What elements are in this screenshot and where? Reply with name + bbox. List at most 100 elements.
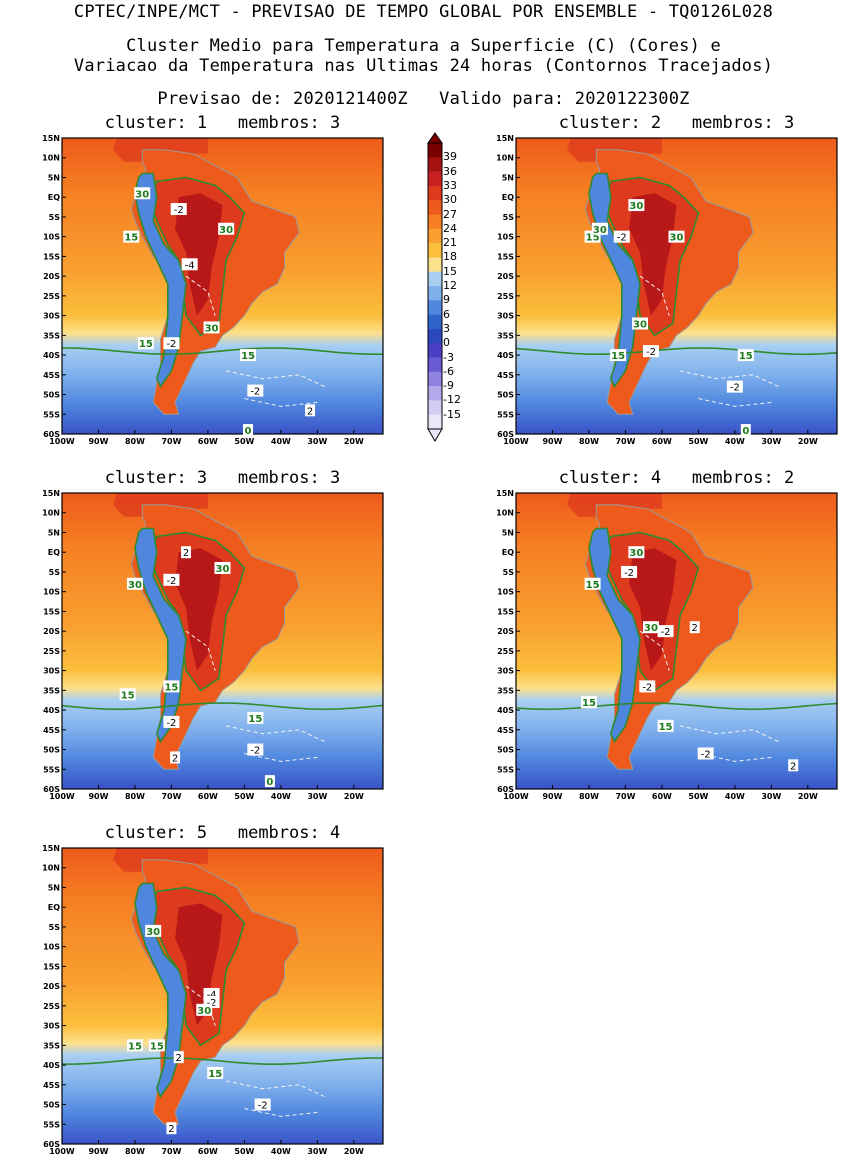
contour-label: 15: [164, 682, 178, 693]
contour-label: -2: [166, 339, 176, 350]
lat-label: 25S: [43, 292, 60, 301]
map-frame: [61, 847, 384, 1145]
contour-label-box: [170, 751, 181, 764]
contour-label: -2: [166, 576, 176, 587]
variation-contour: [244, 398, 318, 407]
lon-label: 80W: [125, 792, 145, 801]
contour-label-box: [657, 625, 674, 638]
contour-label: 0: [245, 426, 252, 437]
lon-label: 50W: [688, 437, 708, 446]
lat-label: 35S: [43, 331, 60, 340]
lat-label: 5N: [48, 883, 60, 892]
lat-label: 60S: [43, 430, 60, 439]
lat-label: 50S: [43, 391, 60, 400]
lat-label: 55S: [43, 1120, 60, 1129]
variation-contour: [698, 398, 772, 407]
colorbar-label: -6: [443, 364, 454, 378]
lat-label: 35S: [43, 686, 60, 695]
contour-label-box: [163, 680, 180, 693]
lon-label: 20W: [344, 792, 364, 801]
lat-label: 35S: [43, 1041, 60, 1050]
contour-label: -4: [207, 990, 217, 1001]
contour-label-box: [145, 924, 162, 937]
contour-label: -2: [646, 347, 656, 358]
lat-label: 55S: [497, 410, 514, 419]
subtitle-line-1: Cluster Medio para Temperatura a Superfi…: [126, 36, 721, 56]
lat-label: 20S: [497, 627, 514, 636]
variation-contour: [244, 1108, 318, 1117]
lat-label: 60S: [497, 430, 514, 439]
contour-label: 15: [150, 1041, 164, 1052]
lon-label: 90W: [88, 1147, 108, 1156]
contour-label-box: [613, 230, 630, 243]
lat-label: 50S: [43, 1101, 60, 1110]
lat-label: 40S: [43, 351, 60, 360]
lat-label: 10S: [43, 233, 60, 242]
subtitle-line-2: Variacao da Temperatura nas Ultimas 24 h…: [73, 56, 774, 76]
lon-label: 80W: [125, 437, 145, 446]
contour-label-box: [610, 349, 627, 362]
contour-label: 30: [197, 1006, 211, 1017]
contour-15: [515, 702, 838, 711]
colorbar-segment: [428, 143, 442, 158]
lon-label: 20W: [798, 792, 818, 801]
contour-label-box: [173, 1051, 184, 1064]
colorbar-label: 36: [443, 164, 457, 178]
lat-label: 5S: [49, 213, 61, 222]
lat-label: 45S: [497, 726, 514, 735]
contour-label-box: [126, 1039, 143, 1052]
lon-label: 30W: [307, 1147, 327, 1156]
lat-label: 30S: [497, 312, 514, 321]
contour-label-box: [170, 203, 187, 216]
lat-label: 15N: [42, 844, 60, 853]
contour-label-box: [305, 404, 316, 417]
contour-label-box: [181, 258, 198, 271]
lat-label: 50S: [497, 746, 514, 755]
lat-label: 45S: [43, 371, 60, 380]
lon-label: 100W: [49, 1147, 75, 1156]
colorbar-label: 30: [443, 193, 457, 207]
contour-label-box: [628, 546, 645, 559]
colorbar-segment: [428, 171, 442, 187]
lat-label: 30S: [43, 312, 60, 321]
contour-label-box: [126, 577, 143, 590]
colorbar-segment: [428, 185, 442, 201]
colorbar-label: 3: [443, 321, 450, 335]
contour-label-box: [689, 621, 700, 634]
contour-label-box: [639, 680, 656, 693]
colorbar-segment: [428, 228, 442, 244]
lat-label: 15S: [497, 252, 514, 261]
lon-label: 100W: [49, 792, 75, 801]
lat-label: 25S: [43, 1002, 60, 1011]
lon-label: 30W: [761, 437, 781, 446]
lon-label: 20W: [798, 437, 818, 446]
lon-label: 40W: [271, 792, 291, 801]
contour-label: 30: [644, 623, 658, 634]
lat-label: 55S: [43, 410, 60, 419]
lat-label: EQ: [502, 548, 514, 557]
contour-30: [148, 886, 246, 1047]
contour-label: 30: [593, 225, 607, 236]
lat-label: 25S: [497, 647, 514, 656]
forecast-valid-line: Previsao de: 2020121400Z Valido para: 20…: [157, 89, 690, 109]
colorbar-segment: [428, 286, 442, 301]
contour-label-box: [591, 222, 608, 235]
colorbar-segment: [428, 214, 442, 230]
colorbar-label: 21: [443, 236, 457, 250]
colorbar-label: 12: [443, 279, 457, 292]
lat-label: 30S: [43, 1022, 60, 1031]
lat-label: 55S: [497, 765, 514, 774]
colorbar-label: 6: [443, 307, 450, 321]
panel-title-cluster-2: cluster: 2 membros: 3: [558, 113, 795, 133]
lat-label: 55S: [43, 765, 60, 774]
lat-label: 10S: [43, 588, 60, 597]
main-title: CPTEC/INPE/MCT - PREVISAO DE TEMPO GLOBA…: [73, 2, 774, 22]
lat-label: 15N: [42, 489, 60, 498]
lat-label: 20S: [43, 627, 60, 636]
contour-label-box: [264, 775, 275, 788]
lon-label: 40W: [271, 1147, 291, 1156]
lat-label: EQ: [48, 903, 60, 912]
lon-label: 50W: [234, 792, 254, 801]
contour-label-box: [726, 380, 743, 393]
lat-label: 40S: [497, 351, 514, 360]
